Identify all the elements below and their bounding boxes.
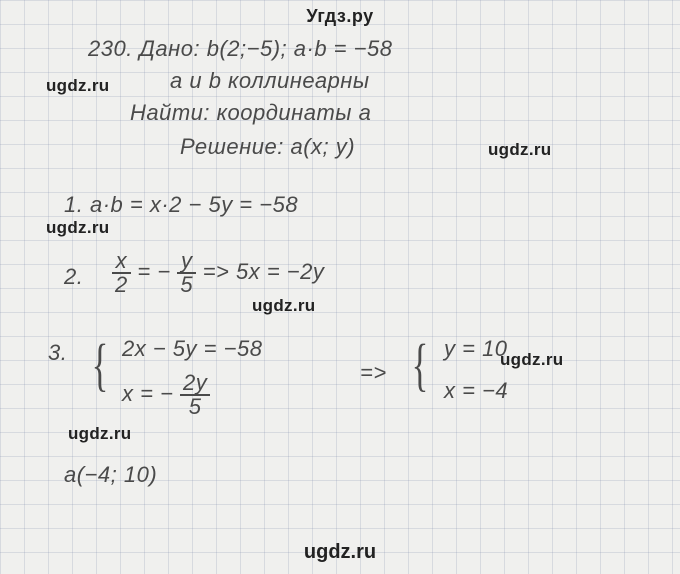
watermark: ugdz.ru bbox=[252, 296, 315, 316]
step-3-label: 3. bbox=[48, 340, 67, 366]
fraction-denominator: 5 bbox=[180, 396, 210, 418]
left-brace-icon: { bbox=[92, 336, 109, 394]
implies-arrow: => bbox=[360, 360, 387, 386]
problem-given-line: 230. Дано: b(2;−5); a·b = −58 bbox=[88, 36, 392, 62]
site-header: Угдз.ру bbox=[0, 6, 680, 27]
solution-header-line: Решение: a(x; y) bbox=[180, 134, 355, 160]
watermark: ugdz.ru bbox=[488, 140, 551, 160]
system2-eq1: y = 10 bbox=[444, 336, 508, 362]
system1-eq1: 2x − 5y = −58 bbox=[122, 336, 262, 362]
fraction-numerator: 2y bbox=[180, 372, 210, 396]
step-1-line: 1. a·b = x·2 − 5y = −58 bbox=[64, 192, 298, 218]
eq2-left: x = − bbox=[122, 381, 173, 406]
step-2-label: 2. bbox=[64, 264, 83, 290]
system1-eq2: x = − 2y 5 bbox=[122, 372, 210, 418]
footer-watermark: ugdz.ru bbox=[0, 541, 680, 564]
fraction-numerator: x bbox=[112, 250, 131, 274]
watermark: ugdz.ru bbox=[46, 218, 109, 238]
watermark: ugdz.ru bbox=[68, 424, 131, 444]
fraction-denominator: 5 bbox=[177, 274, 196, 296]
implies-expression: => 5x = −2y bbox=[203, 259, 325, 284]
equals-minus: = − bbox=[137, 259, 170, 284]
problem-find-line: Найти: координаты a bbox=[130, 100, 371, 126]
answer-line: a(−4; 10) bbox=[64, 462, 157, 488]
footer-watermark-text: ugdz.ru bbox=[304, 541, 376, 563]
system2-eq2: x = −4 bbox=[444, 378, 508, 404]
fraction-numerator: y bbox=[177, 250, 196, 274]
watermark: ugdz.ru bbox=[46, 76, 109, 96]
header-title: Угдз.ру bbox=[306, 6, 373, 26]
fraction-x-over-2: x 2 bbox=[112, 250, 131, 296]
fraction-2y-over-5: 2y 5 bbox=[180, 372, 210, 418]
fraction-denominator: 2 bbox=[112, 274, 131, 296]
fraction-y-over-5: y 5 bbox=[177, 250, 196, 296]
step-2-expression: x 2 = − y 5 => 5x = −2y bbox=[112, 250, 324, 296]
right-brace-icon: { bbox=[412, 336, 429, 394]
problem-collinear-line: a и b коллинеарны bbox=[170, 68, 370, 94]
watermark: ugdz.ru bbox=[500, 350, 563, 370]
